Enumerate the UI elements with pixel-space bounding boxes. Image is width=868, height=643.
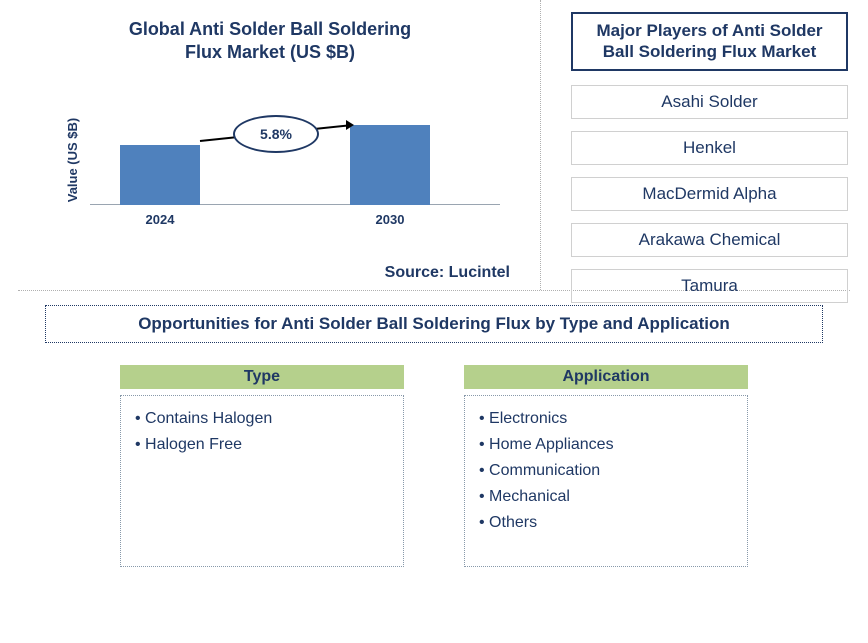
xlabel-2030: 2030 bbox=[350, 212, 430, 227]
bar-2030 bbox=[350, 125, 430, 205]
chart-panel: Global Anti Solder Ball Soldering Flux M… bbox=[0, 0, 541, 290]
growth-label: 5.8% bbox=[233, 115, 319, 153]
opportunities-title: Opportunities for Anti Solder Ball Solde… bbox=[45, 305, 823, 343]
xlabel-2024: 2024 bbox=[120, 212, 200, 227]
bar-2024 bbox=[120, 145, 200, 205]
growth-arrow-head bbox=[346, 120, 354, 130]
player-item: Arakawa Chemical bbox=[571, 223, 848, 257]
type-column: Type Contains Halogen Halogen Free bbox=[120, 365, 404, 567]
opportunities-columns: Type Contains Halogen Halogen Free Appli… bbox=[0, 365, 868, 567]
chart-title: Global Anti Solder Ball Soldering Flux M… bbox=[0, 18, 540, 65]
application-item: Home Appliances bbox=[479, 432, 733, 458]
players-title-line2: Ball Soldering Flux Market bbox=[603, 42, 817, 61]
source-label: Source: Lucintel bbox=[385, 264, 510, 282]
players-title-line1: Major Players of Anti Solder bbox=[596, 21, 822, 40]
y-axis-label: Value (US $B) bbox=[65, 118, 80, 203]
player-item: Tamura bbox=[571, 269, 848, 303]
application-item: Communication bbox=[479, 458, 733, 484]
players-title: Major Players of Anti Solder Ball Solder… bbox=[571, 12, 848, 71]
type-item: Contains Halogen bbox=[135, 406, 389, 432]
application-item: Others bbox=[479, 510, 733, 536]
player-item: MacDermid Alpha bbox=[571, 177, 848, 211]
growth-label-text: 5.8% bbox=[260, 126, 292, 142]
type-items: Contains Halogen Halogen Free bbox=[120, 395, 404, 567]
application-column: Application Electronics Home Appliances … bbox=[464, 365, 748, 567]
application-items: Electronics Home Appliances Communicatio… bbox=[464, 395, 748, 567]
player-item: Henkel bbox=[571, 131, 848, 165]
application-header: Application bbox=[464, 365, 748, 389]
chart-title-line1: Global Anti Solder Ball Soldering bbox=[129, 19, 411, 39]
type-item: Halogen Free bbox=[135, 432, 389, 458]
player-item: Asahi Solder bbox=[571, 85, 848, 119]
type-header: Type bbox=[120, 365, 404, 389]
application-item: Electronics bbox=[479, 406, 733, 432]
chart-title-line2: Flux Market (US $B) bbox=[185, 42, 355, 62]
application-item: Mechanical bbox=[479, 484, 733, 510]
bar-chart: Value (US $B) 2024 2030 5.8% bbox=[90, 85, 500, 235]
players-panel: Major Players of Anti Solder Ball Solder… bbox=[541, 0, 868, 290]
